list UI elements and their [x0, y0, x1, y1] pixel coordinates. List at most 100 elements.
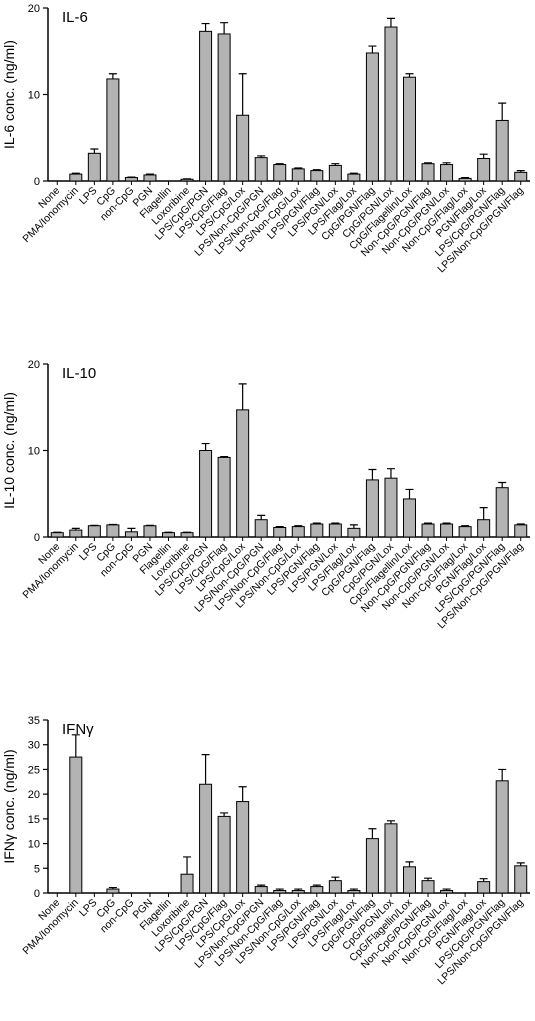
error-bar [145, 173, 154, 175]
y-tick-label: 20 [28, 3, 40, 15]
bar [310, 886, 324, 894]
error-bar [516, 862, 525, 866]
bar [514, 171, 528, 182]
error-bar [424, 162, 433, 164]
bar [421, 523, 435, 538]
error-bar [294, 167, 303, 169]
x-tick-label: LPS [77, 541, 100, 564]
error-bar [71, 734, 80, 758]
error-bar [368, 468, 377, 480]
bar [291, 890, 305, 894]
error-bar [220, 455, 229, 458]
bar [403, 76, 416, 182]
bar [69, 529, 83, 538]
bar [254, 157, 268, 182]
error-bar [349, 524, 358, 529]
x-tick-label: LPS [77, 897, 100, 920]
bar [365, 52, 379, 182]
error-bar [479, 506, 488, 520]
bar [347, 890, 361, 894]
error-bar [220, 812, 229, 817]
chart-title: IL-6 [62, 9, 88, 26]
y-axis-label: IFNγ conc. (ng/ml) [1, 749, 17, 863]
error-bar [349, 888, 358, 891]
bar [421, 163, 435, 182]
bar [495, 487, 509, 538]
error-bar [294, 888, 303, 891]
error-bar [71, 527, 80, 531]
error-bar [442, 522, 451, 525]
error-bar [498, 481, 507, 488]
error-bar [405, 488, 414, 499]
bar [217, 33, 231, 182]
error-bar [108, 886, 117, 890]
bar [106, 78, 120, 182]
bar [458, 526, 472, 538]
bar [236, 409, 250, 538]
bar [403, 866, 416, 894]
error-bar [71, 172, 80, 175]
error-bar [349, 172, 358, 175]
error-bar [368, 828, 377, 839]
y-tick-label: 0 [34, 532, 40, 544]
error-bar [257, 155, 266, 158]
y-tick-label: 15 [28, 814, 40, 826]
bar [106, 524, 120, 538]
y-tick-label: 25 [28, 764, 40, 776]
x-tick-label: LPS [77, 185, 100, 208]
bar [87, 525, 101, 538]
error-bar [238, 383, 247, 410]
bar [365, 479, 379, 538]
error-bar [516, 523, 525, 525]
bar [50, 532, 64, 538]
error-bar [442, 162, 451, 165]
bar [69, 756, 83, 894]
error-bar [238, 73, 247, 116]
bar [365, 838, 379, 894]
bar [217, 456, 231, 538]
error-bar [183, 856, 192, 875]
y-tick-label: 5 [34, 863, 40, 875]
y-tick-label: 20 [28, 359, 40, 371]
error-bar [331, 522, 340, 525]
bar [310, 523, 324, 538]
bar [236, 114, 250, 182]
y-tick-label: 35 [28, 715, 40, 727]
error-bar [257, 514, 266, 520]
error-bar [127, 527, 136, 532]
error-bar [479, 878, 488, 882]
bar [180, 178, 194, 182]
bar [199, 450, 213, 538]
chart-title: IFNγ [62, 721, 94, 738]
error-bar [368, 45, 377, 53]
bar [477, 881, 491, 894]
bar [495, 780, 509, 894]
bar [254, 519, 268, 538]
bar [87, 152, 101, 182]
bar [440, 164, 454, 182]
bar [180, 873, 194, 894]
bar [310, 170, 324, 182]
bar [328, 880, 342, 894]
error-bar [424, 877, 433, 881]
bar [384, 823, 398, 894]
bar [514, 865, 528, 894]
y-tick-label: 10 [28, 446, 40, 458]
y-tick-label: 0 [34, 888, 40, 900]
error-bar [386, 17, 395, 28]
error-bar [275, 888, 284, 891]
bar [143, 174, 157, 182]
chart-title: IL-10 [62, 365, 96, 382]
bar [421, 880, 435, 894]
error-bar [442, 888, 451, 891]
y-tick-label: 20 [28, 789, 40, 801]
bar [495, 119, 509, 182]
bar [440, 523, 454, 538]
bar [384, 477, 398, 538]
error-bar [201, 442, 210, 451]
bar [273, 164, 287, 182]
y-tick-label: 30 [28, 740, 40, 752]
error-bar [331, 163, 340, 166]
bar [143, 525, 157, 538]
